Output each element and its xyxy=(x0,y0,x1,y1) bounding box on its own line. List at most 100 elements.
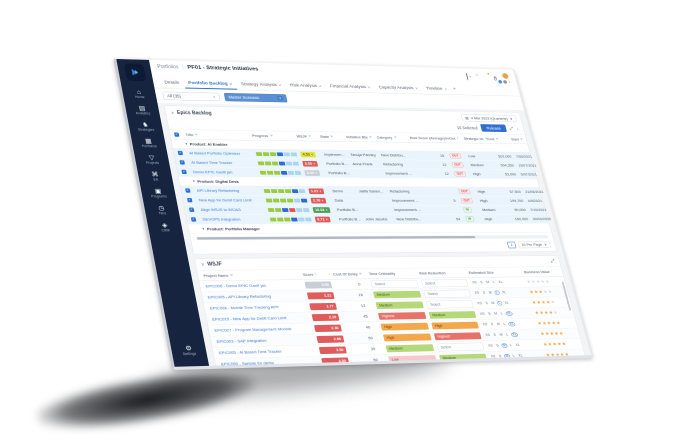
size-option-m[interactable]: M xyxy=(499,333,504,337)
business-value-rating[interactable]: ★★★★★ xyxy=(545,351,571,358)
sidebar-item-time[interactable]: ◷ Time xyxy=(152,201,172,218)
collapse-chevron-icon[interactable]: ∨ xyxy=(170,110,175,115)
size-option-s[interactable]: S xyxy=(487,312,492,316)
sidebar-item-programs[interactable]: ▣ Programs xyxy=(149,184,169,201)
size-option-xs[interactable]: XS xyxy=(479,312,485,316)
project-name-link[interactable]: EPIC003 - SAP Integration xyxy=(216,338,268,344)
sort-icon[interactable]: ↓ xyxy=(516,126,520,131)
time-criticality-select[interactable]: Medium xyxy=(375,301,424,309)
size-option-s[interactable]: S xyxy=(493,333,497,337)
help-icon[interactable]: ? xyxy=(493,76,498,81)
column-header-cost-of-delay[interactable]: Cost Of Delay xyxy=(333,272,366,276)
project-name-link[interactable]: EPIC006 - Demo EPIC Gantt jan xyxy=(205,283,267,289)
user-avatar[interactable] xyxy=(501,72,510,80)
row-checkbox[interactable] xyxy=(186,197,193,203)
row-checkbox[interactable] xyxy=(179,160,185,165)
size-option-s[interactable]: S xyxy=(485,301,489,306)
tab-timeline[interactable]: Timeline × xyxy=(421,84,451,95)
epic-title-link[interactable]: DEVOPS Integration xyxy=(202,217,241,222)
table-row[interactable]: Align WSJS to WCAG 10.03▼ Portfolio B...… xyxy=(184,205,547,215)
close-icon[interactable]: × xyxy=(443,86,448,92)
row-checkbox[interactable] xyxy=(188,207,195,212)
business-value-rating[interactable]: ★★★★★ xyxy=(528,289,554,295)
filter-icon[interactable] xyxy=(368,136,373,139)
close-icon[interactable]: × xyxy=(318,83,323,89)
business-value-rating[interactable]: ★★★★★ xyxy=(548,362,574,369)
epic-title-link[interactable]: AI Based Portfolio Optimizer xyxy=(188,150,241,156)
size-option-s[interactable]: S xyxy=(496,344,500,348)
business-value-rating[interactable]: ★★★★★ xyxy=(542,341,568,348)
column-header-project-name[interactable]: Project Name xyxy=(203,272,299,278)
size-option-m[interactable]: M xyxy=(506,364,514,370)
column-header-risk-reduction[interactable]: Risk Reduction xyxy=(419,270,466,276)
cost-of-delay-cell[interactable]: 50 xyxy=(367,335,374,341)
size-option-xl[interactable]: XL xyxy=(510,332,519,337)
tab-portfolio-backlog[interactable]: Portfolio Backlog × xyxy=(183,77,238,90)
size-option-xs[interactable]: XS xyxy=(493,365,499,370)
size-option-xl[interactable]: XL xyxy=(518,354,524,358)
in-out-badge[interactable]: OUT xyxy=(453,171,467,177)
close-icon[interactable]: × xyxy=(229,81,233,87)
per-page-select[interactable]: 10 Per Page ∨ xyxy=(517,241,552,249)
sidebar-item-analytics[interactable]: ▤ Analytics xyxy=(133,102,152,119)
column-header-in-out[interactable]: In/Out ↑ xyxy=(445,136,465,140)
page-number[interactable]: 1 xyxy=(506,241,517,249)
in-out-badge[interactable]: OUT xyxy=(451,162,464,168)
risk-reduction-select[interactable]: Highest xyxy=(441,364,490,370)
column-header-title[interactable]: Title xyxy=(185,132,252,137)
business-value-rating[interactable]: ★★★★★ xyxy=(539,330,565,337)
column-header-estimated-size[interactable]: Estimated Size xyxy=(468,270,521,275)
column-header-category[interactable]: Category xyxy=(376,135,410,140)
size-option-m[interactable]: M xyxy=(501,343,508,348)
cost-of-delay-cell[interactable]: 16 xyxy=(357,292,364,298)
time-criticality-select[interactable]: High xyxy=(380,322,429,331)
tab-risk-analysis[interactable]: Risk Analysis × xyxy=(285,80,327,91)
app-logo[interactable] xyxy=(123,63,147,82)
size-option-xs[interactable]: XS xyxy=(471,280,478,285)
cost-of-delay-cell[interactable]: 46 xyxy=(365,324,371,330)
in-out-badge[interactable]: OUT xyxy=(449,153,462,159)
size-option-l[interactable]: L xyxy=(509,343,513,348)
wsjf-badge[interactable]: 10.03▼ xyxy=(312,206,331,213)
business-value-rating[interactable]: ★★★★★ xyxy=(534,310,560,316)
time-criticality-select[interactable]: Low xyxy=(388,354,437,364)
tab-strategy-analysis[interactable]: Strategy Analysis × xyxy=(236,79,286,90)
close-icon[interactable]: × xyxy=(414,85,419,91)
size-option-l[interactable]: L xyxy=(496,301,503,306)
sidebar-item-ea[interactable]: ⌘ EA xyxy=(145,168,165,185)
scenario-select[interactable]: Master Scenario ∨ xyxy=(223,92,288,103)
sidebar-item-projects[interactable]: ▽ Projects xyxy=(142,151,161,168)
size-option-l[interactable]: L xyxy=(500,312,504,316)
avatar[interactable] xyxy=(503,80,508,84)
epic-title-link[interactable]: New App for Debit Card Limit xyxy=(198,197,252,203)
column-header-business-value[interactable]: Business Value xyxy=(524,269,558,273)
search-icon[interactable] xyxy=(465,72,469,81)
time-criticality-select[interactable]: Medium xyxy=(385,343,435,353)
size-option-s[interactable]: S xyxy=(501,365,505,369)
filter-icon[interactable] xyxy=(330,135,334,138)
collapse-chevron-icon[interactable]: ∨ xyxy=(200,262,205,267)
close-icon[interactable]: × xyxy=(367,84,371,90)
sidebar-item-crm[interactable]: ◈ CRM xyxy=(155,218,175,235)
size-option-xl[interactable]: XL xyxy=(501,290,507,295)
wsjf-badge[interactable]: 3.50▼ xyxy=(302,160,319,167)
size-option-xs[interactable]: XS xyxy=(474,291,480,295)
row-checkbox[interactable] xyxy=(190,217,197,222)
size-option-l[interactable]: L xyxy=(512,354,516,358)
row-checkbox[interactable] xyxy=(185,188,191,193)
column-header-state[interactable]: State xyxy=(320,134,347,139)
size-option-xs[interactable]: XS xyxy=(485,333,491,338)
apps-grid-icon[interactable]: ⁘ xyxy=(474,72,480,78)
size-option-s[interactable]: S xyxy=(479,280,484,285)
project-name-link[interactable]: EPIC005 - AI Based Time Tracker xyxy=(218,349,283,356)
project-name-link[interactable]: EPIC027 - Program Management Module xyxy=(213,326,292,333)
cost-of-delay-cell[interactable]: 39 xyxy=(370,346,376,352)
tab-capacity-analysis[interactable]: Capacity Analysis × xyxy=(374,83,423,94)
size-option-xl[interactable]: XL xyxy=(504,301,510,305)
size-option-m[interactable]: M xyxy=(488,291,493,295)
business-value-rating[interactable]: ★★★★★ xyxy=(537,320,562,327)
size-option-m[interactable]: M xyxy=(485,280,490,285)
epic-title-link[interactable]: API Library Refactoring xyxy=(196,188,240,193)
size-option-l[interactable]: L xyxy=(492,280,496,285)
filter-icon[interactable] xyxy=(229,274,234,277)
